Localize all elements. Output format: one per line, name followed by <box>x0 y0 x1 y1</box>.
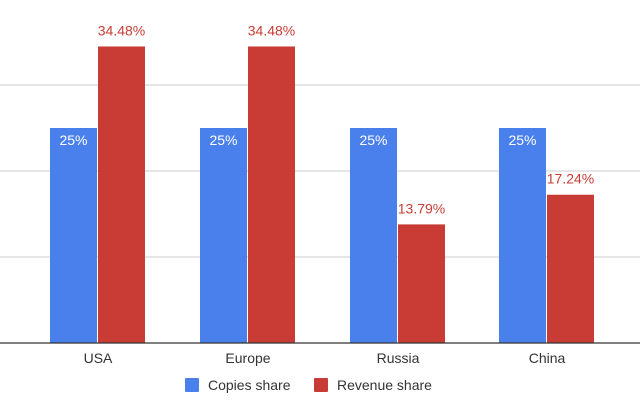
data-label-revenue-europe: 34.48% <box>248 22 295 38</box>
bar-copies-europe <box>200 128 247 343</box>
data-label-revenue-usa: 34.48% <box>98 22 145 38</box>
bars <box>50 46 594 344</box>
legend-label-revenue: Revenue share <box>337 377 432 393</box>
data-label-copies-europe: 25% <box>209 132 237 148</box>
data-label-revenue-russia: 13.79% <box>398 200 445 216</box>
data-label-copies-russia: 25% <box>359 132 387 148</box>
bar-revenue-europe <box>248 46 295 344</box>
x-tick-label-europe: Europe <box>225 350 270 366</box>
x-tick-label-russia: Russia <box>377 350 420 366</box>
legend-label-copies: Copies share <box>208 377 291 393</box>
bar-copies-russia <box>350 128 397 343</box>
bar-revenue-russia <box>398 224 445 343</box>
data-labels: 25% 34.48% 25% 34.48% 25% 13.79% 25% 17.24% <box>59 22 594 216</box>
x-tick-label-usa: USA <box>84 350 113 366</box>
bar-revenue-china <box>547 194 594 343</box>
bar-copies-china <box>499 128 546 343</box>
legend: Copies share Revenue share <box>185 377 432 393</box>
bar-copies-usa <box>50 128 97 343</box>
data-label-revenue-china: 17.24% <box>547 171 594 187</box>
bar-revenue-usa <box>98 46 145 344</box>
data-label-copies-usa: 25% <box>59 132 87 148</box>
data-label-copies-china: 25% <box>508 132 536 148</box>
legend-swatch-copies <box>185 378 199 392</box>
x-tick-labels: USA Europe Russia China <box>84 350 566 366</box>
x-tick-label-china: China <box>529 350 566 366</box>
legend-swatch-revenue <box>314 378 328 392</box>
